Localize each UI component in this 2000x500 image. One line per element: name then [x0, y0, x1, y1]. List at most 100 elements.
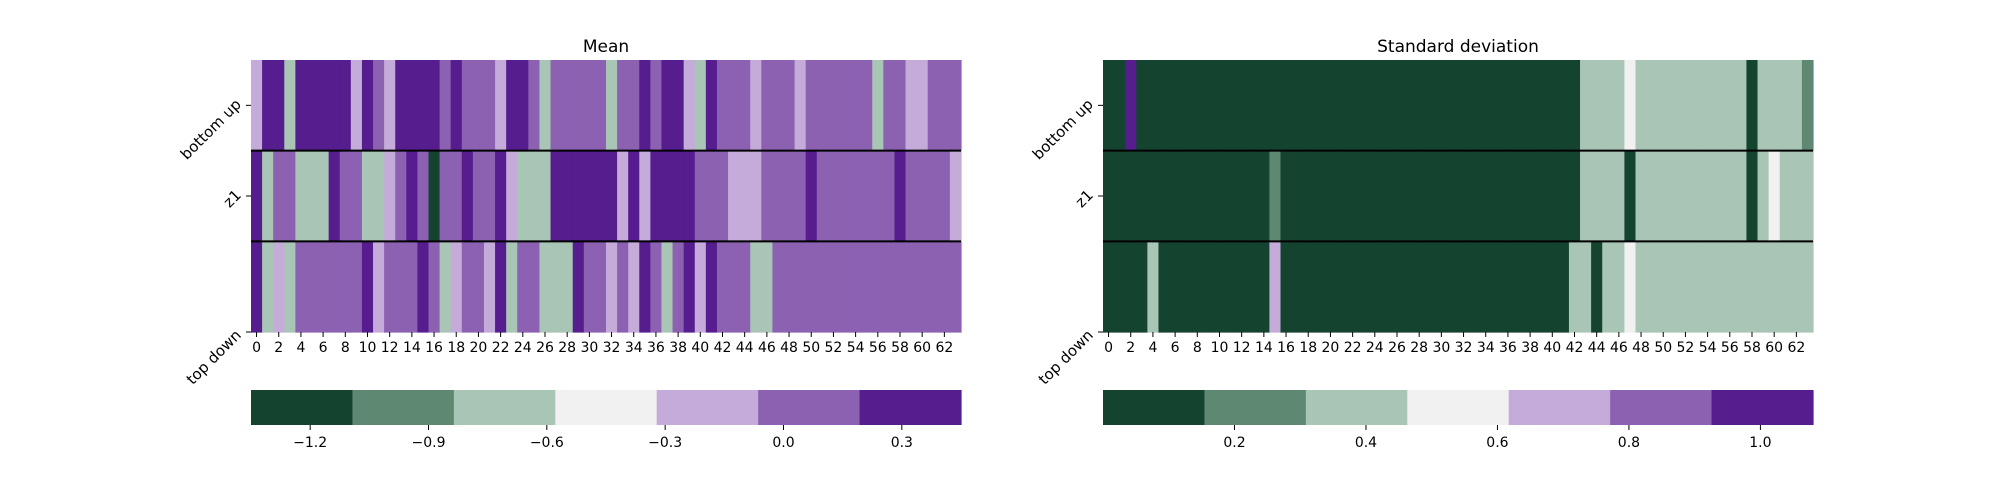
- heatmap-cell: [428, 60, 441, 152]
- heatmap-cell: [317, 60, 330, 152]
- heatmap-cell: [1269, 150, 1282, 242]
- colorbar-segment: [555, 390, 658, 425]
- heatmap-cell: [1568, 150, 1581, 242]
- x-tick-label: 16: [1277, 340, 1295, 356]
- heatmap-cell: [1679, 150, 1692, 242]
- heatmap-cell: [1291, 60, 1304, 152]
- heatmap-cell: [495, 60, 507, 152]
- heatmap-cell: [716, 60, 729, 152]
- heatmap-cell: [672, 150, 685, 242]
- heatmap-cell: [328, 60, 341, 152]
- colorbar-tick-label: 0.6: [1486, 435, 1508, 451]
- colorbar-tick-label: 0.2: [1223, 435, 1245, 451]
- heatmap-cell: [805, 241, 818, 333]
- heatmap-cell: [750, 150, 762, 242]
- heatmap-cell: [1757, 150, 1770, 242]
- heatmap-cell: [739, 60, 751, 152]
- heatmap-cell: [1502, 60, 1515, 152]
- heatmap-cell: [838, 60, 851, 152]
- heatmap-cell: [827, 241, 840, 333]
- colorbar-segment: [859, 390, 962, 425]
- heatmap-cell: [639, 241, 651, 333]
- heatmap-cell: [761, 60, 773, 152]
- heatmap-cell: [1790, 150, 1803, 242]
- heatmap-cell: [583, 241, 596, 333]
- x-tick-label: 52: [1677, 340, 1695, 356]
- x-tick-label: 6: [319, 340, 328, 356]
- heatmap-cell: [1402, 241, 1415, 333]
- colorbar-tick-label: 0.0: [772, 435, 794, 451]
- heatmap-cell: [1324, 60, 1337, 152]
- heatmap-cell: [883, 60, 896, 152]
- heatmap-cell: [1480, 60, 1492, 152]
- heatmap-cell: [350, 150, 363, 242]
- colorbar-tick-label: 0.3: [891, 435, 913, 451]
- heatmap-cell: [739, 241, 751, 333]
- heatmap-cell: [361, 60, 374, 152]
- heatmap-cell: [1413, 150, 1426, 242]
- heatmap-cell: [1746, 150, 1759, 242]
- heatmap-cell: [472, 60, 485, 152]
- heatmap-cell: [1324, 241, 1337, 333]
- y-tick-label: bottom up: [1029, 95, 1097, 163]
- x-tick-label: 58: [1743, 340, 1761, 356]
- heatmap-cell: [694, 150, 707, 242]
- heatmap-cell: [1580, 150, 1592, 242]
- heatmap-cell: [439, 241, 452, 333]
- heatmap-cell: [262, 60, 274, 152]
- heatmap-cell: [1790, 241, 1803, 333]
- heatmap-cell: [1103, 150, 1115, 242]
- heatmap-cell: [1335, 241, 1348, 333]
- heatmap-cell: [1369, 241, 1381, 333]
- colorbar-segment: [1610, 390, 1713, 425]
- heatmap-cell: [1657, 150, 1670, 242]
- heatmap-cell: [450, 241, 463, 333]
- heatmap-cell: [617, 150, 629, 242]
- heatmap-cell: [1147, 150, 1160, 242]
- heatmap-cell: [1313, 60, 1326, 152]
- heatmap-cell: [628, 60, 640, 152]
- colorbar-tick-label: −1.2: [293, 435, 327, 451]
- heatmap-cell: [1469, 60, 1481, 152]
- heatmap-cell: [1613, 150, 1625, 242]
- heatmap-cell: [1158, 60, 1171, 152]
- heatmap-cell: [1668, 150, 1681, 242]
- y-tick-label: z1: [1072, 186, 1097, 211]
- heatmap-cell: [894, 241, 907, 333]
- heatmap-cell: [872, 60, 884, 152]
- heatmap-cell: [1213, 150, 1226, 242]
- heatmap-cell: [284, 150, 296, 242]
- heatmap-cell: [1613, 60, 1625, 152]
- x-tick-label: 42: [1566, 340, 1584, 356]
- x-tick-label: 44: [736, 340, 754, 356]
- heatmap-cell: [339, 60, 352, 152]
- heatmap-cell: [905, 60, 918, 152]
- heatmap-cell: [273, 60, 285, 152]
- heatmap-cell: [672, 241, 685, 333]
- heatmap-cell: [1491, 150, 1503, 242]
- heatmap-cell: [1591, 150, 1603, 242]
- heatmap-cell: [1580, 241, 1592, 333]
- heatmap-cell: [1724, 241, 1736, 333]
- heatmap-cell: [1779, 150, 1792, 242]
- heatmap-cell: [683, 241, 696, 333]
- heatmap-cell: [694, 60, 707, 152]
- heatmap-cell: [1624, 150, 1637, 242]
- heatmap-cell: [1147, 241, 1160, 333]
- heatmap-cell: [1435, 60, 1448, 152]
- heatmap-cell: [1413, 241, 1426, 333]
- heatmap-cell: [1302, 241, 1315, 333]
- x-tick-label: 54: [847, 340, 865, 356]
- heatmap-cell: [1213, 60, 1226, 152]
- y-tick-label: z1: [220, 186, 245, 211]
- heatmap-cell: [1679, 60, 1692, 152]
- heatmap-cell: [1258, 150, 1270, 242]
- heatmap-cell: [1735, 150, 1748, 242]
- heatmap-cell: [761, 150, 773, 242]
- heatmap-cell: [1358, 60, 1370, 152]
- colorbar-segment: [758, 390, 861, 425]
- heatmap-cell: [772, 150, 785, 242]
- heatmap-cell: [1291, 241, 1304, 333]
- heatmap-cell: [395, 150, 407, 242]
- heatmap-cell: [894, 60, 907, 152]
